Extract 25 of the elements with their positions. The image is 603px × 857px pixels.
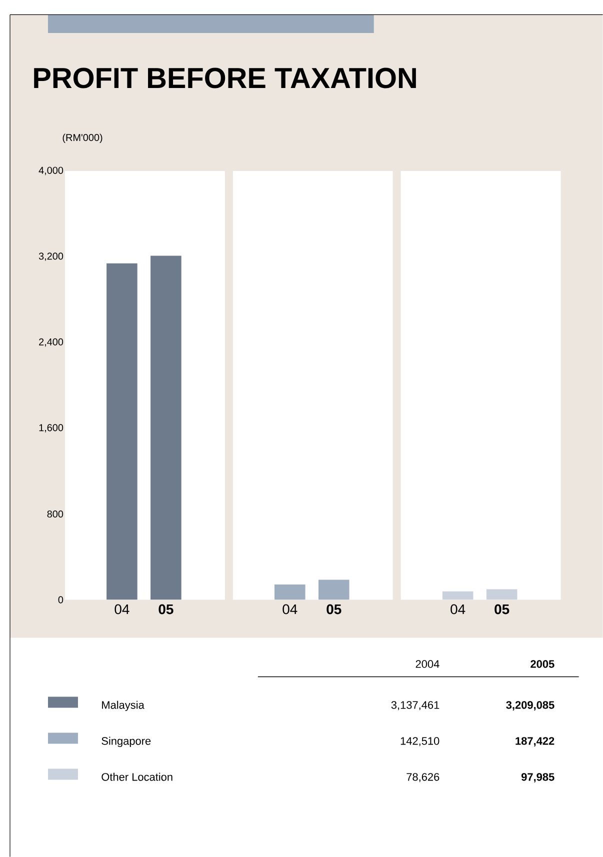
x-tick-label: 04 xyxy=(450,604,466,614)
text: 142,510 xyxy=(400,737,440,746)
legend-label: Singapore xyxy=(102,736,151,748)
legend-label: Malaysia xyxy=(102,700,144,712)
chart-title: PROFIT BEFORE TAXATION xyxy=(34,68,416,88)
x-tick-label: 05 xyxy=(158,604,174,614)
y-tick-label: 0 xyxy=(58,596,64,604)
text: 97,985 xyxy=(521,773,554,782)
legend-label: Other Location xyxy=(102,772,172,781)
text: 3,137,461 xyxy=(391,701,440,710)
y-tick-label: 3,200 xyxy=(38,252,64,261)
text: 78,626 xyxy=(406,773,440,782)
x-tick-label: 05 xyxy=(326,604,342,614)
y-tick-label: 2,400 xyxy=(39,338,64,347)
y-tick-label: 1,600 xyxy=(39,424,64,432)
x-tick-label: 04 xyxy=(282,604,298,614)
text: 187,422 xyxy=(516,737,554,746)
text: 2005 xyxy=(530,660,554,668)
y-tick-label: 4,000 xyxy=(38,166,64,176)
text: 2004 xyxy=(416,660,440,668)
text: 3,209,085 xyxy=(506,701,554,710)
y-axis-title: (RM'000) xyxy=(62,134,102,144)
x-tick-label: 04 xyxy=(114,604,130,614)
x-tick-label: 05 xyxy=(494,604,510,614)
y-tick-label: 800 xyxy=(47,510,64,518)
